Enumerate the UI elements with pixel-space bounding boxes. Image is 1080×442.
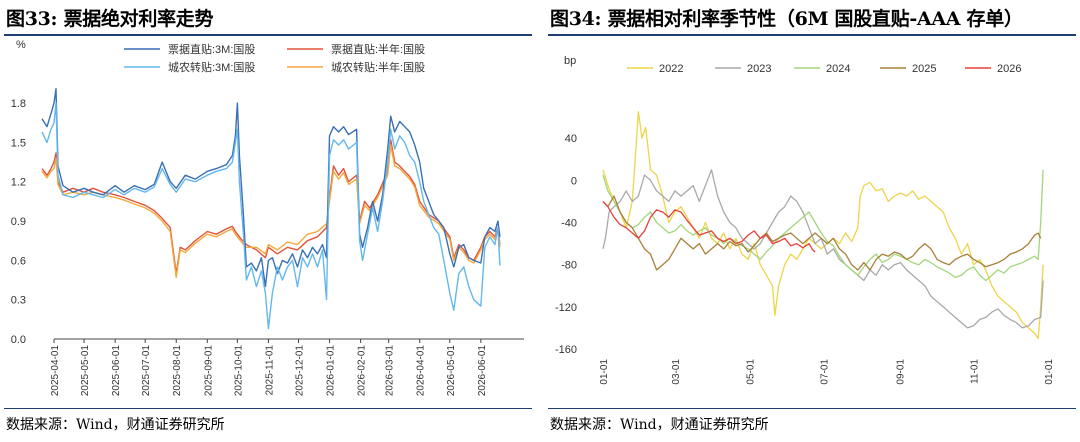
y-tick-label: -120 [555,302,577,314]
x-tick-label: 2025-08-01 [172,345,183,397]
series-line-2024 [602,169,1044,282]
x-tick-label: 05-01 [745,359,756,385]
x-tick-label: 2026-06-01 [477,345,488,397]
series-line-2025 [602,195,1042,271]
x-tick-label: 2026-03-01 [385,345,396,397]
x-tick-label: 2025-12-01 [294,345,305,397]
series-line-2022 [602,111,1044,340]
left-source-note: 数据来源：Wind，财通证券研究所 [6,417,225,433]
legend-label: 2025 [912,63,936,75]
x-tick-label: 2025-11-01 [264,345,275,396]
x-tick-label: 2025-04-01 [50,345,61,397]
y-axis-unit-label: bp [564,55,576,67]
y-tick-label: -80 [561,260,577,272]
series-line-4 [41,144,501,279]
right-chart-plot: bp -160 -120 -80 -40 0 40 01-01 03-01 05-01 07-01 0… [555,55,1055,385]
x-tick-label: 11-01 [970,359,981,384]
right-bottom-rule [548,408,1076,409]
y-tick-label: 1.2 [11,177,26,189]
x-tick-label: 01-01 [599,359,610,385]
y-tick-label: -160 [555,344,577,356]
x-tick-label: 03-01 [671,359,682,385]
left-chart-title: 图33: 票据绝对利率走势 [6,8,214,30]
left-chart-plot: % 0.0 0.3 0.6 0.9 1.2 1.5 1.8 2025-04-01 2025-05-… [11,39,524,397]
y-tick-label: 0 [571,175,577,187]
legend-label: 票据直贴:3M:国股 [168,42,255,56]
right-chart-panel: 图34: 票据相对利率季节性（6M 国股直贴-AAA 存单） bp -160 -12… [548,0,1076,442]
y-axis-unit-label: % [16,39,26,51]
left-chart-panel: 图33: 票据绝对利率走势 % 0.0 0.3 0.6 0.9 1.2 1.5 1.8 2025… [4,0,532,442]
x-tick-label: 2026-04-01 [416,345,427,397]
x-tick-label: 07-01 [820,359,831,385]
y-tick-label: 1.5 [11,137,26,149]
legend-label: 城农转贴:3M:国股 [168,60,255,74]
right-chart-title: 图34: 票据相对利率季节性（6M 国股直贴-AAA 存单） [550,8,1023,30]
x-tick-label: 2025-06-01 [111,345,122,397]
series-line-1 [41,88,501,288]
y-tick-label: 40 [565,133,577,145]
y-tick-label: 0.3 [11,295,26,307]
x-tick-label: 2025-10-01 [233,345,244,397]
x-tick-label: 01-01 [1044,359,1055,385]
x-tick-label: 2026-05-01 [446,345,457,397]
legend-label: 2022 [659,63,683,75]
y-tick-label: 0.0 [11,334,26,346]
left-bottom-rule [4,408,532,409]
x-tick-label: 2025-07-01 [141,345,152,397]
series-line-2 [41,102,501,330]
x-tick-label: 2025-09-01 [203,345,214,397]
x-tick-label: 2026-02-01 [357,345,368,397]
left-title-rule [4,34,532,36]
x-tick-label: 2026-01-01 [326,345,337,397]
x-tick-label: 2025-05-01 [80,345,91,397]
series-line-2023 [602,169,1044,329]
y-tick-label: 0.6 [11,255,26,267]
legend-label: 城农转贴:半年:国股 [331,60,425,74]
right-source-note: 数据来源：Wind，财通证券研究所 [550,417,769,433]
legend-label: 2023 [747,63,771,75]
legend-label: 2026 [997,63,1021,75]
series-line-2026 [602,200,816,253]
legend-label: 票据直贴:半年:国股 [331,42,425,56]
x-tick-label: 09-01 [895,359,906,385]
legend-label: 2024 [826,63,850,75]
y-tick-label: 0.9 [11,216,26,228]
right-title-rule [548,34,1076,36]
y-tick-label: 1.8 [11,98,26,110]
y-tick-label: -40 [561,218,577,230]
